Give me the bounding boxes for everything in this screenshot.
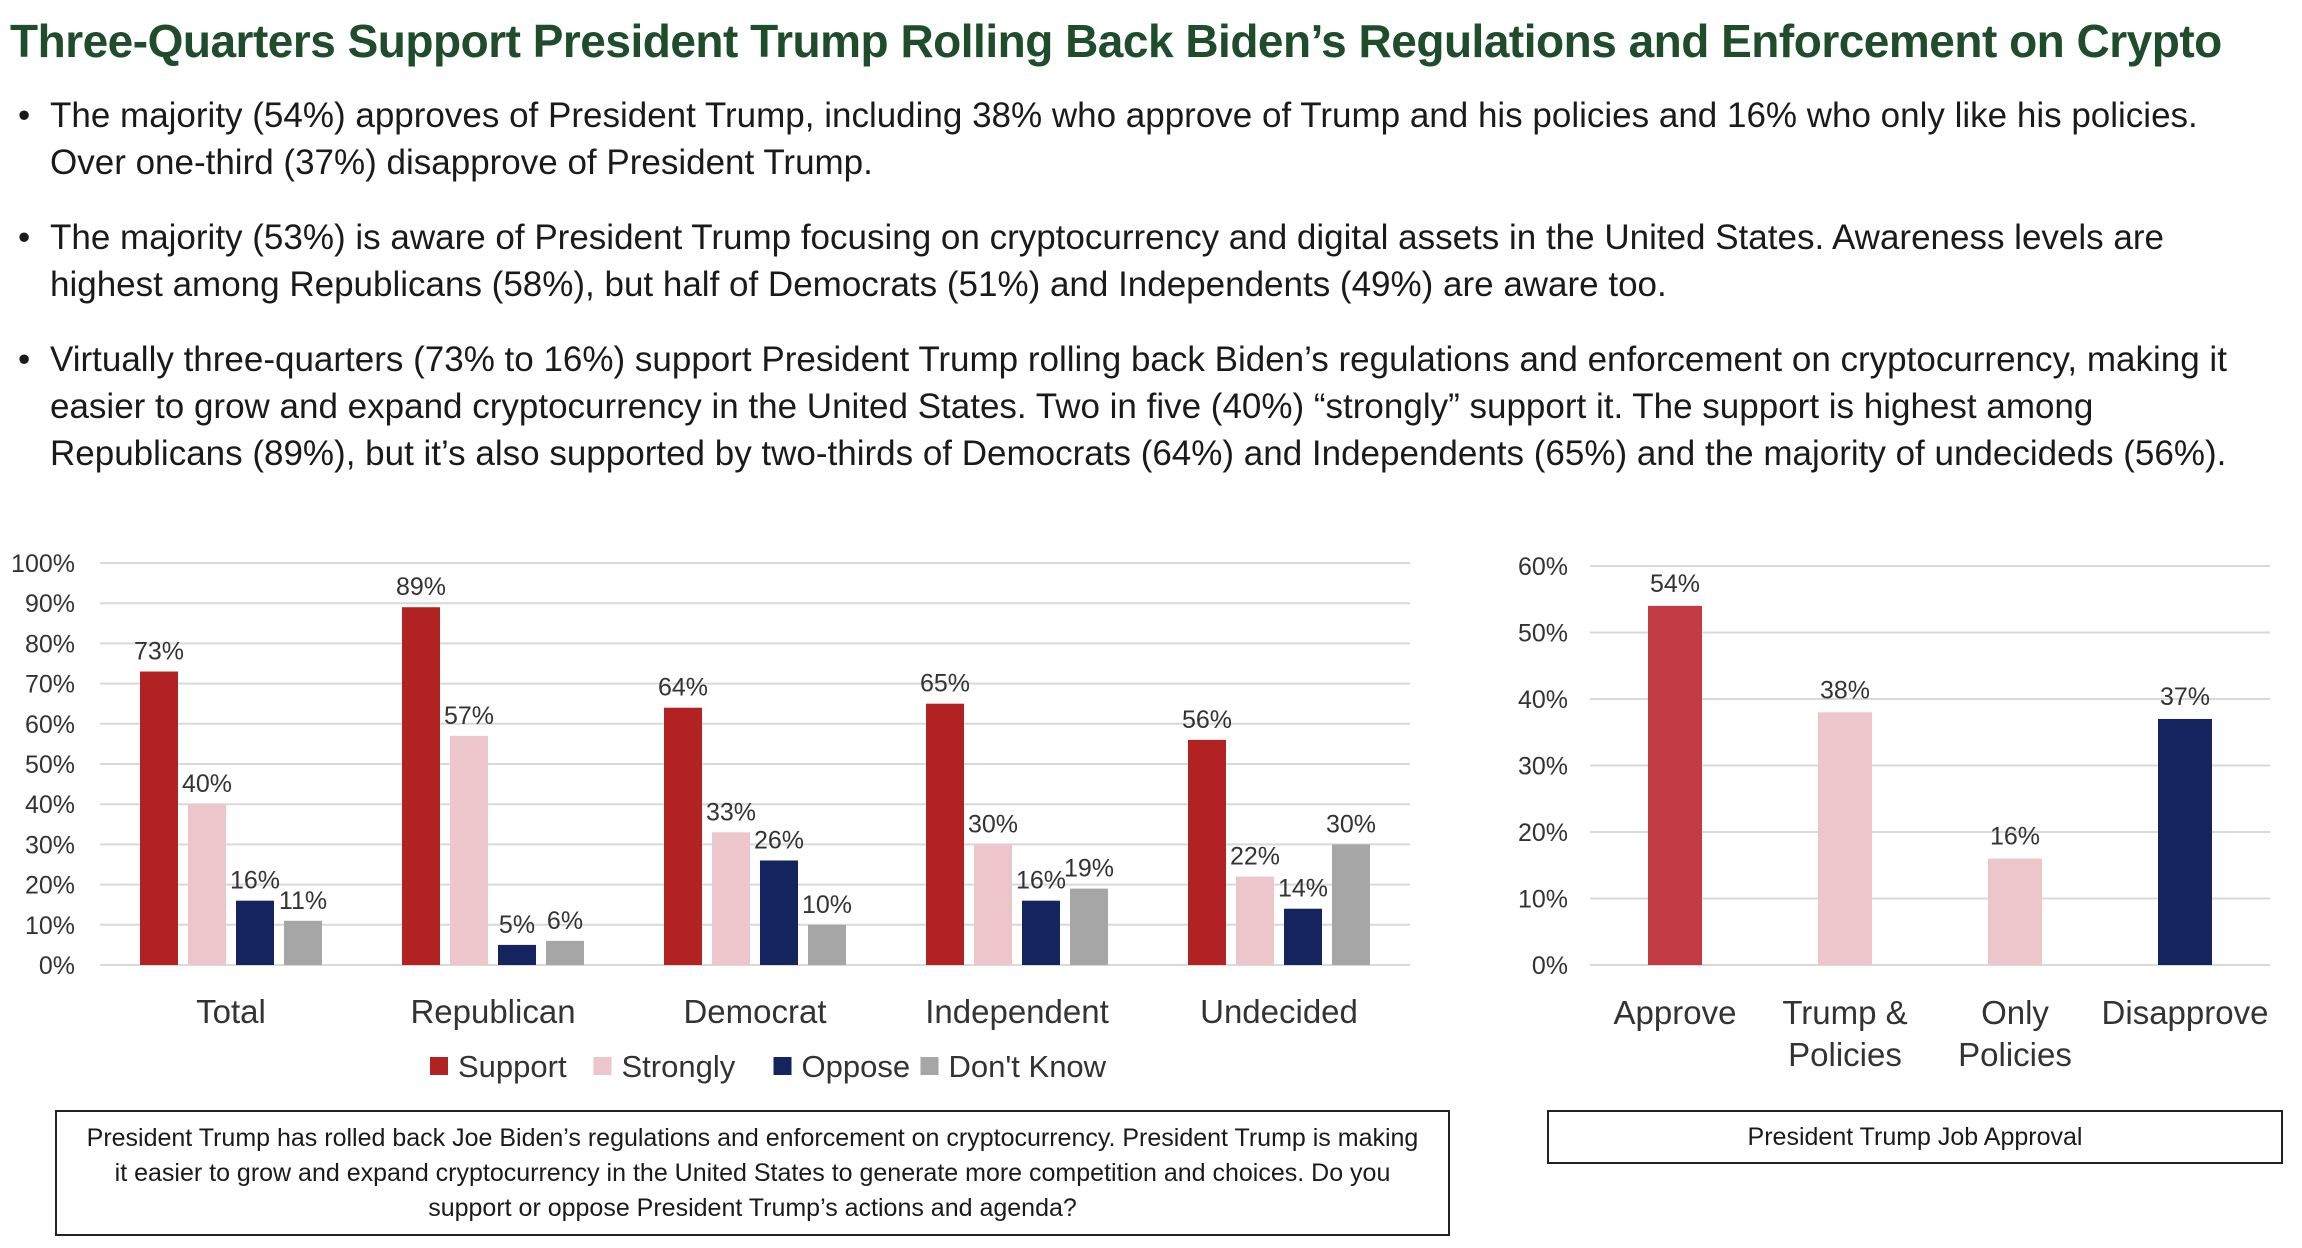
data-label: 26% [754, 826, 804, 854]
data-label: 16% [1990, 823, 2040, 851]
x-category-label: Undecided [1200, 993, 1358, 1030]
data-label: 65% [920, 670, 970, 698]
x-category-label: Disapprove [2102, 994, 2269, 1031]
data-label: 56% [1182, 706, 1232, 734]
data-label: 57% [444, 702, 494, 730]
y-tick-label: 60% [25, 711, 75, 739]
bullet-awareness: The majority (53%) is aware of President… [18, 214, 2278, 308]
bar-strongly [1236, 876, 1274, 965]
y-tick-label: 90% [25, 590, 75, 618]
bar-oppose [1284, 908, 1322, 965]
data-label: 6% [547, 907, 583, 935]
data-label: 22% [1230, 843, 1280, 871]
x-category-label: Independent [925, 993, 1109, 1030]
data-label: 54% [1650, 570, 1700, 598]
y-tick-label: 20% [25, 872, 75, 900]
bar-oppose [1022, 900, 1060, 965]
bar-oppose [236, 900, 274, 965]
y-tick-label: 10% [25, 912, 75, 940]
data-label: 64% [658, 674, 708, 702]
crypto-support-chart: 0% 10% 20% 30% 40% 50% 60% 70% 80% 90% 100% 73% 40% 1… [11, 550, 1410, 1084]
data-label: 14% [1278, 875, 1328, 903]
bar-don-t-know [1070, 888, 1108, 965]
bar-support [926, 703, 964, 965]
bar-strongly [188, 804, 226, 965]
bar-don-t-know [1332, 844, 1370, 965]
bullet-approval: The majority (54%) approves of President… [18, 92, 2278, 186]
data-label: 33% [706, 798, 756, 826]
legend-label: Don't Know [949, 1049, 1107, 1084]
bar-approve [1648, 605, 1702, 965]
bar-support [664, 707, 702, 965]
bar-oppose [760, 860, 798, 965]
legend-swatch [920, 1057, 939, 1075]
x-category-label: Total [196, 993, 266, 1030]
job-approval-chart: 0% 10% 20% 30% 40% 50% 60% 54% Approve 38% Trump &… [1518, 553, 2270, 1073]
x-category-label: Democrat [683, 993, 826, 1030]
bar-only-policies [1988, 858, 2042, 965]
bar-support [140, 671, 178, 965]
data-label: 40% [182, 770, 232, 798]
data-label: 16% [230, 867, 280, 895]
y-tick-label: 40% [1518, 686, 1568, 714]
question-box: President Trump has rolled back Joe Bide… [55, 1110, 1450, 1236]
bar-strongly [712, 832, 750, 965]
data-label: 73% [134, 638, 184, 666]
bar-support [1188, 739, 1226, 965]
bar-support [402, 607, 440, 965]
x-category-label: Approve [1614, 994, 1737, 1031]
data-label: 16% [1016, 867, 1066, 895]
y-tick-label: 70% [25, 671, 75, 699]
bullet-support: Virtually three-quarters (73% to 16%) su… [18, 336, 2278, 477]
data-label: 30% [1326, 810, 1376, 838]
data-label: 30% [968, 810, 1018, 838]
legend-swatch [593, 1057, 612, 1075]
data-label: 89% [396, 573, 446, 601]
legend-label: Support [458, 1049, 567, 1084]
bar-don-t-know [808, 924, 846, 965]
x-category-label: Policies [1788, 1036, 1902, 1073]
y-tick-label: 50% [1518, 620, 1568, 648]
y-tick-label: 50% [25, 751, 75, 779]
y-tick-label: 40% [25, 791, 75, 819]
data-label: 10% [802, 891, 852, 919]
data-label: 11% [279, 887, 327, 915]
bar-disapprove [2158, 718, 2212, 965]
page-title: Three-Quarters Support President Trump R… [10, 15, 2222, 67]
bullet-list: The majority (54%) approves of President… [18, 92, 2278, 505]
y-tick-label: 60% [1518, 553, 1568, 581]
approval-caption-box: President Trump Job Approval [1547, 1110, 2283, 1164]
y-tick-label: 10% [1518, 886, 1568, 914]
legend-label: Oppose [802, 1049, 911, 1084]
y-tick-label: 30% [25, 831, 75, 859]
x-category-label: Only [1981, 994, 2049, 1031]
data-label: 5% [499, 911, 535, 939]
bar-oppose [498, 944, 536, 965]
bar-don-t-know [284, 920, 322, 965]
bar-don-t-know [546, 940, 584, 965]
x-category-label: Republican [410, 993, 575, 1030]
bar-trump-policies [1818, 712, 1872, 965]
bar-strongly [450, 735, 488, 965]
y-tick-label: 0% [39, 952, 75, 980]
y-tick-label: 80% [25, 630, 75, 658]
legend-swatch [430, 1057, 448, 1075]
data-label: 19% [1064, 855, 1114, 883]
x-category-label: Policies [1958, 1036, 2072, 1073]
legend-label: Strongly [622, 1049, 736, 1084]
legend-swatch [773, 1057, 792, 1075]
y-tick-label: 100% [11, 550, 75, 578]
y-tick-label: 20% [1518, 819, 1568, 847]
y-tick-label: 0% [1532, 952, 1568, 980]
x-category-label: Trump & [1782, 994, 1907, 1031]
data-label: 38% [1820, 676, 1870, 704]
y-tick-label: 30% [1518, 753, 1568, 781]
data-label: 37% [2160, 683, 2210, 711]
bar-strongly [974, 844, 1012, 965]
